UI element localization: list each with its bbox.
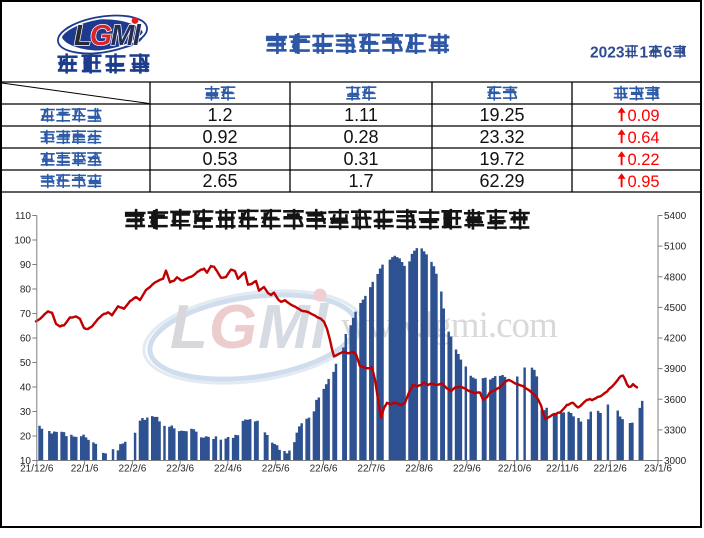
svg-text:20: 20 (20, 432, 32, 443)
svg-text:19.25: 19.25 (479, 105, 524, 125)
svg-text:110: 110 (15, 211, 31, 222)
svg-text:0.22: 0.22 (628, 151, 660, 169)
svg-text:10: 10 (20, 456, 32, 467)
svg-text:0.53: 0.53 (202, 149, 237, 169)
svg-text:3000: 3000 (664, 456, 687, 467)
svg-text:22/11/6: 22/11/6 (546, 464, 579, 475)
svg-text:1.7: 1.7 (348, 171, 373, 191)
svg-text:22/12/6: 22/12/6 (594, 464, 628, 475)
svg-text:22/4/6: 22/4/6 (214, 464, 242, 475)
svg-text:5400: 5400 (664, 211, 687, 222)
svg-text:0.95: 0.95 (628, 173, 660, 191)
svg-text:1: 1 (640, 45, 649, 62)
svg-text:50: 50 (20, 358, 32, 369)
svg-text:LGMl: LGMl (170, 293, 330, 362)
svg-text:0.31: 0.31 (343, 149, 378, 169)
svg-text:62.29: 62.29 (479, 171, 524, 191)
svg-text:0.28: 0.28 (343, 127, 378, 147)
svg-text:22/2/6: 22/2/6 (118, 464, 146, 475)
svg-text:60: 60 (20, 334, 32, 345)
svg-text:0.64: 0.64 (628, 129, 660, 147)
svg-text:5100: 5100 (664, 242, 687, 253)
svg-text:LGMl: LGMl (74, 20, 142, 52)
svg-text:40: 40 (20, 383, 32, 394)
svg-text:1.11: 1.11 (344, 105, 378, 125)
svg-text:22/3/6: 22/3/6 (166, 464, 194, 475)
svg-text:22/10/6: 22/10/6 (498, 464, 532, 475)
svg-text:30: 30 (20, 407, 32, 418)
svg-text:22/8/6: 22/8/6 (405, 464, 433, 475)
svg-text:0.92: 0.92 (202, 127, 237, 147)
svg-text:22/5/6: 22/5/6 (262, 464, 290, 475)
svg-text:23/1/6: 23/1/6 (644, 464, 672, 475)
svg-text:80: 80 (20, 285, 32, 296)
svg-text:0.09: 0.09 (628, 107, 660, 125)
svg-text:4200: 4200 (664, 334, 687, 345)
svg-text:3900: 3900 (664, 364, 687, 375)
svg-text:4500: 4500 (664, 303, 687, 314)
svg-text:22/6/6: 22/6/6 (310, 464, 338, 475)
svg-text:22/7/6: 22/7/6 (357, 464, 385, 475)
svg-text:2.65: 2.65 (202, 171, 237, 191)
svg-text:3300: 3300 (664, 426, 687, 437)
svg-text:23.32: 23.32 (479, 127, 524, 147)
svg-text:90: 90 (20, 260, 32, 271)
svg-text:2023: 2023 (590, 45, 625, 62)
svg-text:100: 100 (14, 236, 31, 247)
svg-text:70: 70 (20, 309, 32, 320)
svg-text:21/12/6: 21/12/6 (20, 464, 54, 475)
svg-text:4800: 4800 (664, 272, 687, 283)
svg-text:22/1/6: 22/1/6 (71, 464, 99, 475)
svg-text:19.72: 19.72 (479, 149, 524, 169)
svg-text:3600: 3600 (664, 395, 687, 406)
svg-text:1.2: 1.2 (207, 105, 232, 125)
svg-text:22/9/6: 22/9/6 (453, 464, 481, 475)
svg-text:6: 6 (664, 45, 673, 62)
